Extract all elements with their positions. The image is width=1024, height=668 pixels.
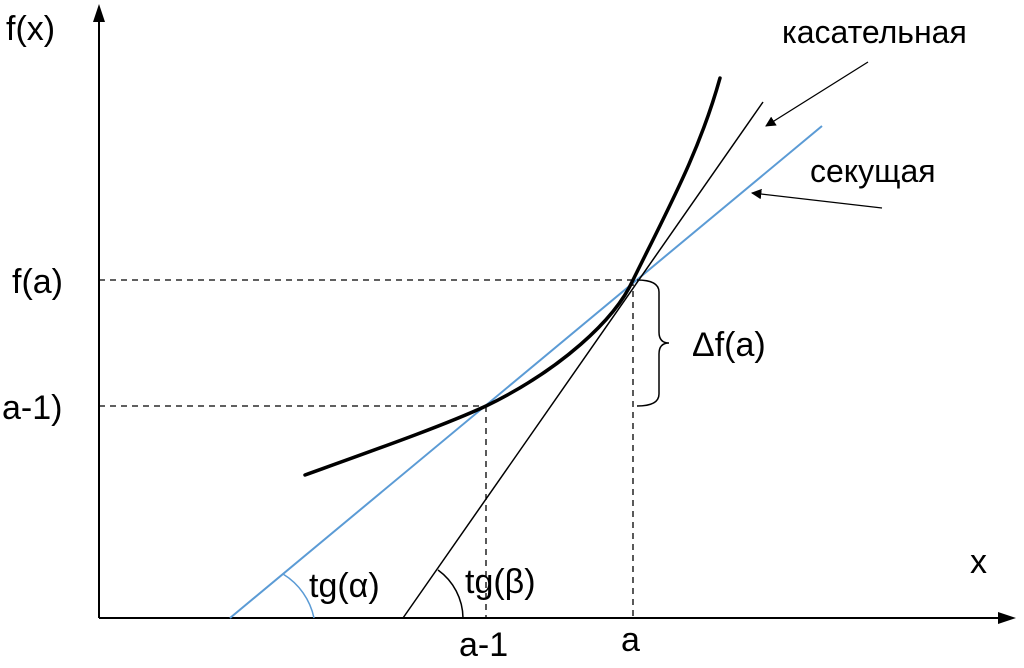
tick-a-minus-1-label: a-1 [459, 626, 508, 664]
x-axis-arrow-icon [998, 612, 1016, 624]
function-curve [303, 76, 722, 477]
tick-a-label: a [621, 621, 640, 659]
tangent-line [402, 101, 764, 619]
fa-minus-1-label: a-1) [2, 389, 62, 427]
secant-label: секущая [810, 153, 936, 189]
tg-beta-label: tg(β) [465, 563, 536, 601]
guide-lines [99, 279, 634, 618]
delta-brace [636, 279, 670, 407]
y-axis-arrow-icon [93, 4, 105, 22]
tg-alpha-label: tg(α) [309, 567, 380, 605]
delta-label: Δf(a) [692, 326, 766, 364]
tangent-pointer-arrow [765, 61, 869, 127]
angle-alpha-arc [282, 573, 315, 619]
tangent-label: касательная [782, 14, 967, 50]
x-axis-label: x [970, 543, 987, 581]
fa-label: f(a) [12, 263, 63, 301]
y-axis-label: f(x) [6, 10, 55, 48]
angle-beta-arc [437, 569, 464, 619]
secant-line [229, 125, 823, 619]
secant-pointer-arrow [750, 188, 883, 209]
